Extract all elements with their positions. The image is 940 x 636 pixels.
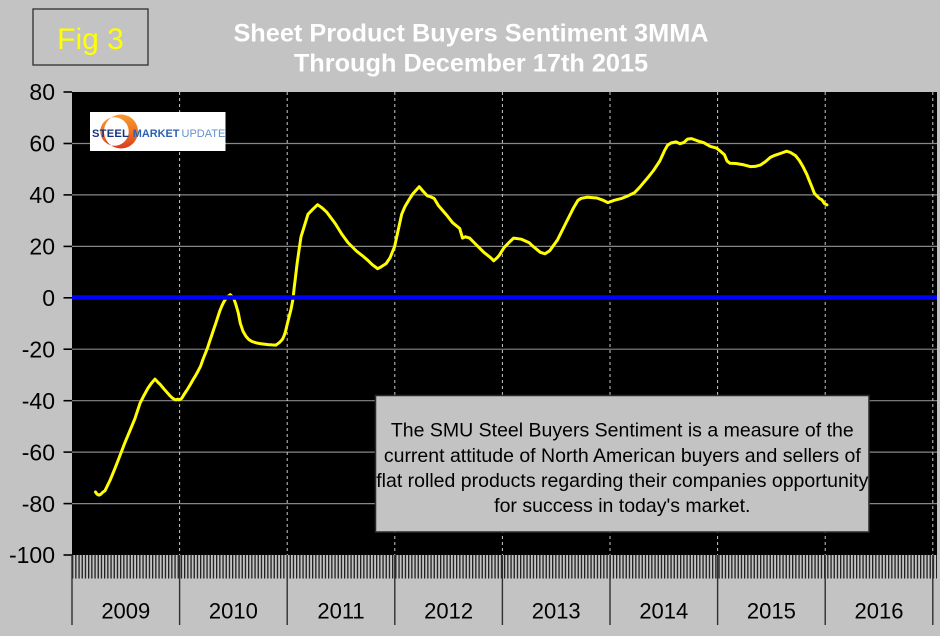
svg-text:0: 0: [42, 285, 55, 311]
svg-text:20: 20: [29, 234, 55, 260]
svg-text:80: 80: [29, 79, 55, 105]
svg-text:current attitude of North Amer: current attitude of North American buyer…: [384, 445, 861, 467]
svg-text:60: 60: [29, 131, 55, 157]
svg-text:2015: 2015: [747, 599, 796, 624]
svg-text:2014: 2014: [639, 599, 688, 624]
svg-text:Fig 3: Fig 3: [57, 23, 124, 56]
svg-text:2012: 2012: [424, 599, 473, 624]
svg-text:MARKET: MARKET: [133, 128, 180, 140]
svg-text:-20: -20: [22, 336, 55, 362]
svg-text:-40: -40: [22, 388, 55, 414]
svg-text:for success in today's market.: for success in today's market.: [494, 495, 750, 517]
svg-text:2011: 2011: [317, 599, 364, 624]
svg-text:flat rolled products regarding: flat rolled products regarding their com…: [376, 470, 868, 492]
svg-text:-80: -80: [22, 491, 55, 517]
svg-text:STEEL: STEEL: [92, 128, 129, 140]
svg-text:2013: 2013: [532, 599, 581, 624]
svg-text:-60: -60: [22, 439, 55, 465]
svg-text:-100: -100: [9, 542, 55, 568]
svg-text:Through December 17th 2015: Through December 17th 2015: [294, 50, 648, 78]
svg-text:2010: 2010: [209, 599, 258, 624]
svg-text:The SMU Steel Buyers Sentiment: The SMU Steel Buyers Sentiment is a meas…: [391, 420, 854, 442]
svg-text:2009: 2009: [101, 599, 150, 624]
svg-text:2016: 2016: [855, 599, 904, 624]
svg-text:40: 40: [29, 182, 55, 208]
svg-text:UPDATE: UPDATE: [182, 128, 226, 140]
svg-text:Sheet Product Buyers Sentiment: Sheet Product Buyers Sentiment 3MMA: [233, 19, 708, 47]
